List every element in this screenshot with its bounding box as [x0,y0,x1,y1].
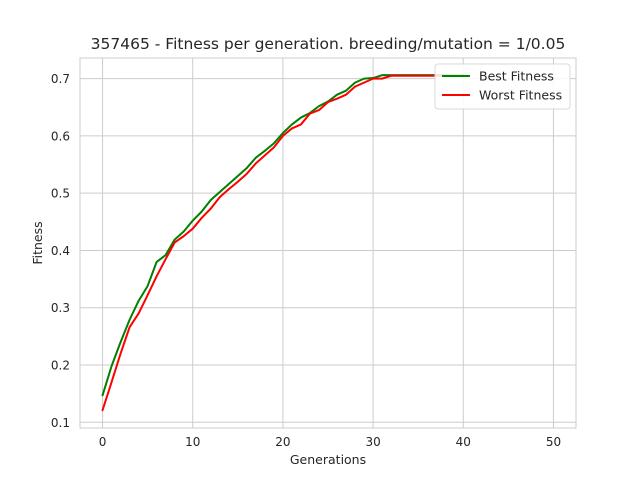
legend: Best Fitness Worst Fitness [434,63,571,110]
y-tick-label: 0.6 [51,129,70,143]
x-tick-label: 0 [99,435,107,449]
tick-labels: 0 10 20 30 40 50 0.1 0.2 0.3 0.4 0.5 0.6 0.7 [51,72,561,449]
plot-area-frame [79,57,577,429]
chart-title: 357465 - Fitness per generation. breedin… [91,35,566,53]
x-tick-label: 50 [546,435,561,449]
y-tick-label: 0.2 [51,358,70,372]
x-tick-label: 20 [275,435,290,449]
worst-fitness-line [101,74,465,412]
x-tick-label: 30 [365,435,380,449]
y-axis-label: Fitness [30,221,45,264]
y-tick-label: 0.3 [51,301,70,315]
x-tick-label: 40 [456,435,471,449]
x-axis-label: Generations [290,452,366,467]
y-tick-label: 0.4 [51,244,70,258]
legend-label-worst-fitness: Worst Fitness [479,88,562,103]
legend-label-best-fitness: Best Fitness [479,69,554,84]
grid-lines [80,58,576,428]
series-lines [101,74,465,412]
x-tick-label: 10 [185,435,200,449]
y-tick-label: 0.1 [51,416,70,430]
y-tick-label: 0.5 [51,187,70,201]
y-tick-label: 0.7 [51,72,70,86]
